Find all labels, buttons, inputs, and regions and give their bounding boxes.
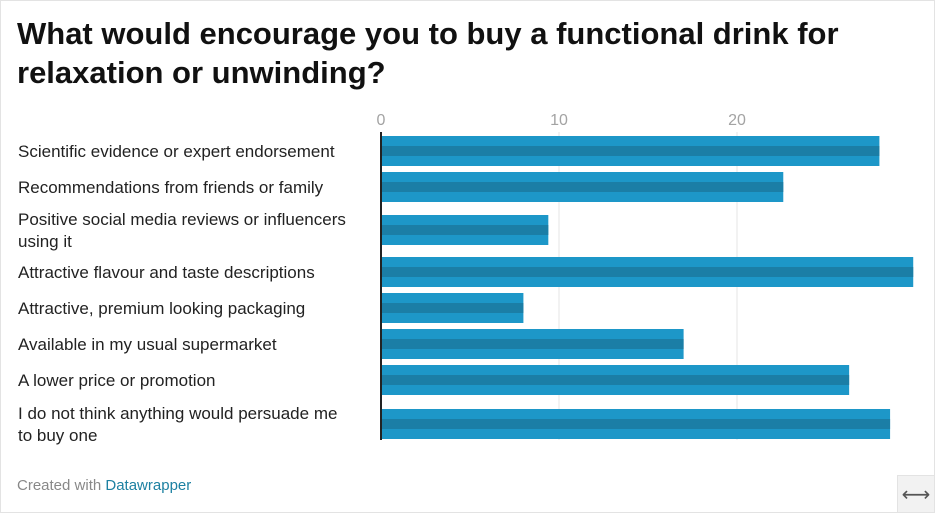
bar-stripe	[381, 225, 549, 235]
category-label: Positive social media reviews or influen…	[18, 210, 346, 251]
category-label-line: to buy one	[18, 426, 97, 445]
attribution: Created with Datawrapper	[17, 477, 191, 494]
category-label-line: I do not think anything would persuade m…	[18, 404, 337, 423]
category-label-line: Attractive, premium looking packaging	[18, 299, 305, 318]
category-label-line: using it	[18, 232, 72, 251]
category-label: Recommendations from friends or family	[18, 178, 324, 197]
bar-stripe	[381, 303, 524, 313]
datawrapper-link[interactable]: Datawrapper	[105, 477, 192, 494]
chart-title: What would encourage you to buy a functi…	[17, 16, 839, 90]
x-tick-label: 20	[728, 112, 746, 129]
category-label-line: Available in my usual supermarket	[18, 335, 277, 354]
category-label-line: Attractive flavour and taste description…	[18, 263, 315, 282]
attribution-prefix: Created with	[17, 477, 106, 494]
bar-stripe	[381, 339, 684, 349]
category-label: Attractive, premium looking packaging	[18, 299, 305, 318]
category-label: Scientific evidence or expert endorsemen…	[18, 142, 335, 161]
bar-chart: 0 10 20 Scientific evidence or expert endor…	[18, 112, 914, 445]
x-tick-label: 10	[550, 112, 568, 129]
bar-stripe	[381, 419, 891, 429]
category-label: I do not think anything would persuade m…	[18, 404, 337, 445]
x-tick-label: 0	[377, 112, 386, 129]
category-label: A lower price or promotion	[18, 371, 215, 390]
category-label-line: Scientific evidence or expert endorsemen…	[18, 142, 335, 161]
bar-stripe	[381, 267, 914, 277]
category-label: Attractive flavour and taste description…	[18, 263, 315, 282]
category-label-line: Recommendations from friends or family	[18, 178, 324, 197]
category-label: Available in my usual supermarket	[18, 335, 277, 354]
bar-stripe	[381, 182, 784, 192]
bar-stripe	[381, 375, 850, 385]
resize-horizontal-icon[interactable]: ⟷	[897, 475, 934, 512]
category-label-line: A lower price or promotion	[18, 371, 215, 390]
category-label-line: Positive social media reviews or influen…	[18, 210, 346, 229]
bar-stripe	[381, 146, 880, 156]
